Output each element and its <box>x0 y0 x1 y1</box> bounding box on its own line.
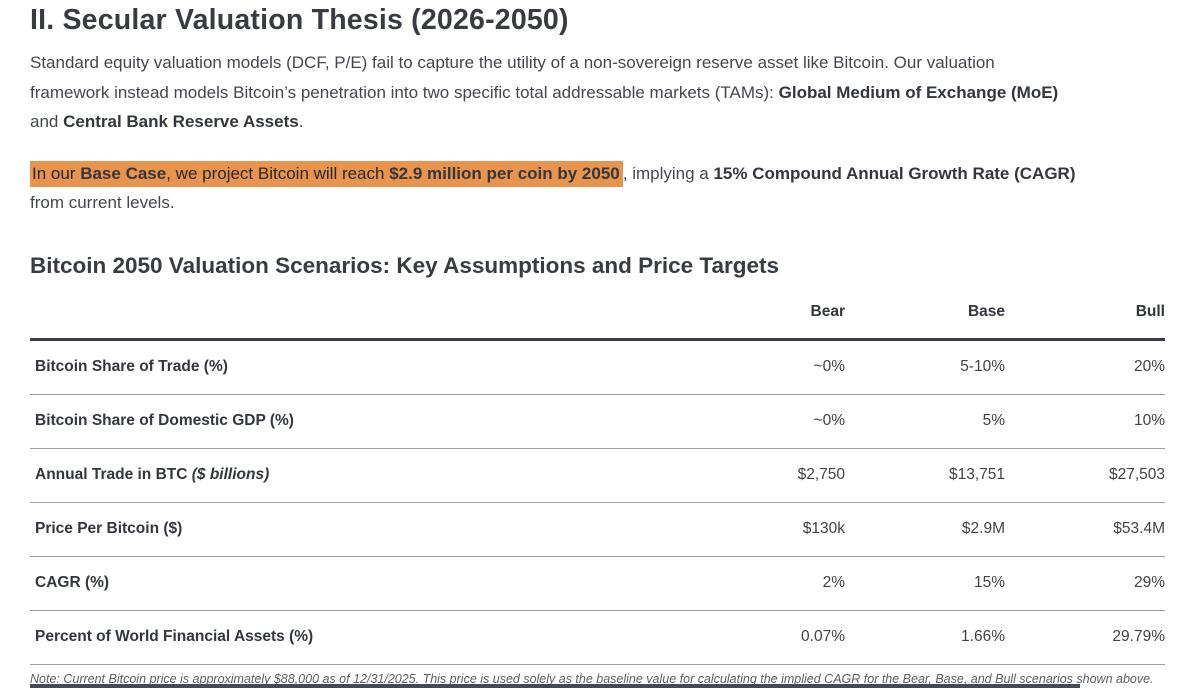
row-label-suffix: ($ billions) <box>187 466 270 483</box>
table-row: Bitcoin Share of Domestic GDP (%) ~0% 5%… <box>30 394 1165 449</box>
cell-bull: 20% <box>1005 339 1165 395</box>
table-header-row: Bear Base Bull <box>30 291 1165 341</box>
row-label: CAGR (%) <box>30 556 685 611</box>
claim-bold-cagr: 15% Compound Annual Growth Rate (CAGR) <box>713 163 1076 183</box>
row-label-text: Percent of World Financial Assets (%) <box>35 628 314 645</box>
cell-base: 5-10% <box>845 339 1005 395</box>
intro-line3-end: . <box>298 112 304 131</box>
cell-bull: 29% <box>1005 556 1165 611</box>
claim-hl-mid: , we project Bitcoin will reach <box>166 163 390 183</box>
table-header-bull: Bull <box>1005 291 1165 341</box>
intro-paragraph: Standard equity valuation models (DCF, P… <box>30 48 1165 137</box>
claim-hl-bold-price: $2.9 million per coin by 2050 <box>389 163 620 183</box>
valuation-table: Bear Base Bull Bitcoin Share of Trade (%… <box>30 291 1165 665</box>
row-label: Bitcoin Share of Domestic GDP (%) <box>30 394 685 449</box>
intro-line3-pre: and <box>30 112 64 131</box>
intro-bold-reserve: Central Bank Reserve Assets <box>63 112 299 131</box>
cell-base: 5% <box>845 394 1005 449</box>
highlight-annotation: In our Base Case, we project Bitcoin wil… <box>30 160 623 187</box>
row-label: Price Per Bitcoin ($) <box>30 502 685 557</box>
table-row: Annual Trade in BTC ($ billions) $2,750 … <box>30 448 1165 503</box>
row-label-text: Bitcoin Share of Domestic GDP (%) <box>35 412 294 429</box>
table-row: Bitcoin Share of Trade (%) ~0% 5-10% 20% <box>30 339 1165 395</box>
claim-after-end: from current levels. <box>30 193 175 212</box>
claim-hl-bold-basecase: Base Case <box>80 163 167 183</box>
table-header-bear: Bear <box>685 291 845 341</box>
cell-base: 1.66% <box>845 610 1005 665</box>
table-header-base: Base <box>845 291 1005 341</box>
cell-bear: $130k <box>685 502 845 557</box>
cell-base: $13,751 <box>845 448 1005 503</box>
row-label-text: CAGR (%) <box>35 574 110 591</box>
claim-paragraph: In our Base Case, we project Bitcoin wil… <box>30 159 1165 218</box>
next-section-top-bar <box>30 684 1080 688</box>
claim-hl-pre: In our <box>32 163 81 183</box>
cell-base: 15% <box>845 556 1005 611</box>
cell-bear: 0.07% <box>685 610 845 665</box>
cell-bull: 29.79% <box>1005 610 1165 665</box>
cell-base: $2.9M <box>845 502 1005 557</box>
cell-bull: 10% <box>1005 394 1165 449</box>
row-label: Annual Trade in BTC ($ billions) <box>30 448 685 503</box>
row-label-text: Bitcoin Share of Trade (%) <box>35 358 228 375</box>
table-row: CAGR (%) 2% 15% 29% <box>30 556 1165 611</box>
table-header-empty <box>30 291 685 341</box>
row-label: Percent of World Financial Assets (%) <box>30 610 685 665</box>
row-label-text: Annual Trade in BTC <box>35 466 188 483</box>
table-note: Note: Current Bitcoin price is approxima… <box>30 671 1154 686</box>
cell-bear: ~0% <box>685 394 845 449</box>
cell-bull: $27,503 <box>1005 448 1165 503</box>
cell-bear: $2,750 <box>685 448 845 503</box>
intro-line2-pre: framework instead models Bitcoin’s penet… <box>30 82 779 102</box>
table-row: Percent of World Financial Assets (%) 0.… <box>30 610 1165 665</box>
intro-bold-moe: Global Medium of Exchange (MoE) <box>778 82 1059 102</box>
cell-bear: 2% <box>685 556 845 611</box>
cell-bear: ~0% <box>685 339 845 395</box>
table-title: Bitcoin 2050 Valuation Scenarios: Key As… <box>30 252 779 278</box>
section-title: II. Secular Valuation Thesis (2026-2050) <box>30 4 569 36</box>
cell-bull: $53.4M <box>1005 502 1165 557</box>
row-label: Bitcoin Share of Trade (%) <box>30 339 685 395</box>
table-row: Price Per Bitcoin ($) $130k $2.9M $53.4M <box>30 502 1165 557</box>
row-label-text: Price Per Bitcoin ($) <box>35 520 183 537</box>
claim-after-pre: , implying a <box>622 163 714 183</box>
intro-line1: Standard equity valuation models (DCF, P… <box>30 53 995 72</box>
